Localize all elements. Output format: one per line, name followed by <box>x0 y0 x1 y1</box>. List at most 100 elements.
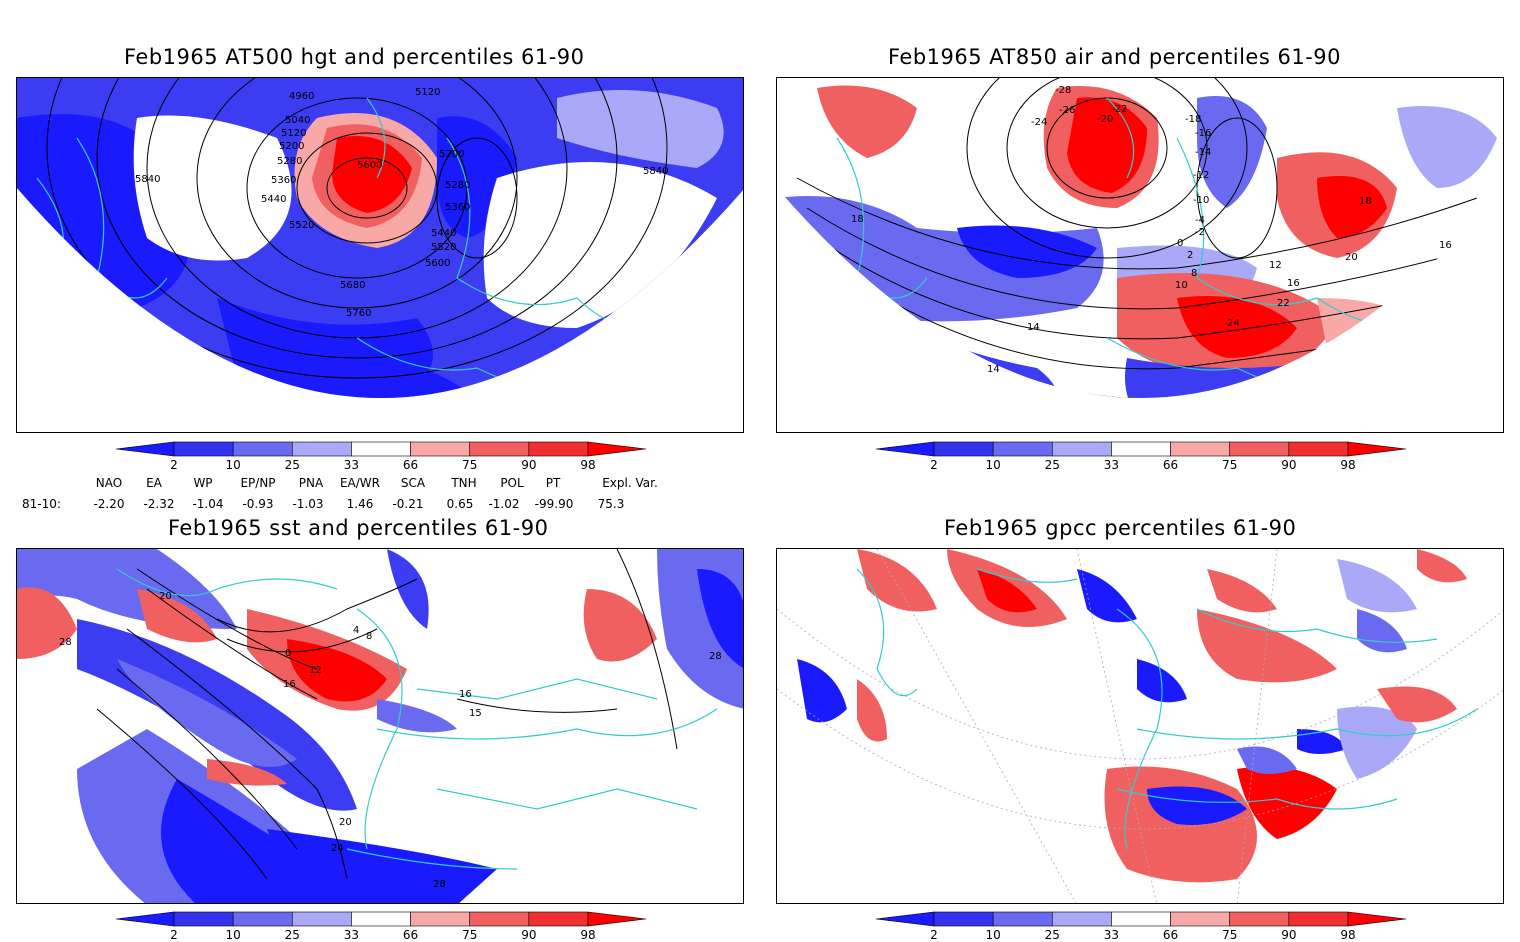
map-sst: 20 28 0 4 8 12 16 16 15 20 24 28 28 <box>16 548 744 904</box>
map-air850: -28 -26 -24 -22 -20 -18 -16 -14 -12 -10 … <box>776 77 1504 433</box>
index-value: -1.03 <box>292 497 324 511</box>
contour-label: 5520 <box>289 220 314 231</box>
map-hgt500-canvas: 4960 5040 5120 5200 5280 5360 5440 5520 … <box>17 78 743 398</box>
colorbar-swatch <box>528 911 589 927</box>
index-header: PNA <box>298 476 324 490</box>
contour-label: -18 <box>1185 114 1201 125</box>
contour-label: -16 <box>1195 128 1211 139</box>
contour-label: 5680 <box>340 280 365 291</box>
map-gpcc-canvas <box>777 549 1503 903</box>
contour-label: 22 <box>1277 298 1290 309</box>
indices-table: NAO EA WP EP/NP PNA EA/WR SCA TNH POL PT… <box>0 476 760 512</box>
contour-label: 5120 <box>281 128 306 139</box>
contour-label: 5520 <box>431 242 456 253</box>
contour-label: 5280 <box>445 180 470 191</box>
colorbar-swatches <box>115 911 647 927</box>
colorbar-label: 33 <box>343 458 360 472</box>
colorbar-swatch <box>1288 911 1349 927</box>
colorbar-swatch <box>173 911 234 927</box>
index-value: -0.21 <box>392 497 424 511</box>
map-hgt500: 4960 5040 5120 5200 5280 5360 5440 5520 … <box>16 77 744 433</box>
index-header: POL <box>500 476 524 490</box>
contour-label: 5040 <box>285 115 310 126</box>
contour-label: 8 <box>366 631 372 642</box>
colorbar-label: 75 <box>462 458 478 472</box>
colorbar-label: 66 <box>1162 928 1179 942</box>
colorbar-swatch <box>933 441 994 457</box>
colorbar-swatch <box>232 441 293 457</box>
colorbar-arrow-high <box>1347 441 1407 457</box>
contour-label: 16 <box>1439 240 1452 251</box>
colorbar-gpcc: 2 10 25 33 66 75 90 98 <box>875 910 1407 942</box>
colorbar-swatch <box>1288 441 1349 457</box>
colorbar-label: 98 <box>1340 458 1356 472</box>
index-header: TNH <box>451 476 477 490</box>
contour-label: 5360 <box>445 202 470 213</box>
index-value: 0.65 <box>446 497 474 511</box>
colorbar-label: 98 <box>580 458 596 472</box>
contour-label: 28 <box>433 879 446 890</box>
colorbar-label: 25 <box>284 928 300 942</box>
colorbar-air850: 2 10 25 33 66 75 90 98 <box>875 440 1407 476</box>
colorbar-swatches <box>875 441 1407 457</box>
index-value: -1.02 <box>488 497 520 511</box>
contour-label: 5440 <box>431 228 456 239</box>
index-value: 1.46 <box>346 497 374 511</box>
indices-row-label: 81-10: <box>22 497 61 511</box>
colorbar-label: 25 <box>1044 458 1060 472</box>
contour-label: 5840 <box>135 174 160 185</box>
contour-label: 14 <box>1027 322 1040 333</box>
index-value: -2.32 <box>143 497 175 511</box>
contour-label: -26 <box>1059 105 1075 116</box>
colorbar-swatch <box>1111 911 1171 927</box>
colorbar-label: 25 <box>1044 928 1060 942</box>
index-header: SCA <box>400 476 426 490</box>
colorbar-swatch <box>992 441 1053 457</box>
panel-title-hgt500: Feb1965 AT500 hgt and percentiles 61-90 <box>124 45 585 69</box>
colorbar-label: 33 <box>343 928 360 942</box>
contour-label: 5280 <box>277 156 302 167</box>
map-air850-canvas: -28 -26 -24 -22 -20 -18 -16 -14 -12 -10 … <box>777 78 1503 398</box>
colorbar-arrow-low <box>875 441 935 457</box>
colorbar-arrow-low <box>115 911 175 927</box>
contour-label: 15 <box>469 708 482 719</box>
contour-label: 20 <box>339 817 352 828</box>
contour-label: 16 <box>1287 278 1300 289</box>
colorbar-label: 90 <box>1281 928 1297 942</box>
colorbar-swatch <box>1229 911 1290 927</box>
contour-label: 5200 <box>439 149 464 160</box>
colorbar-swatch <box>1170 441 1231 457</box>
colorbar-swatch <box>1051 441 1112 457</box>
colorbar-arrow-high <box>587 911 647 927</box>
colorbar-arrow-high <box>587 441 647 457</box>
panel-title-air850: Feb1965 AT850 air and percentiles 61-90 <box>888 45 1341 69</box>
colorbar-label: 10 <box>225 928 241 942</box>
colorbar-label: 33 <box>1103 458 1120 472</box>
contour-label: 5120 <box>415 87 440 98</box>
colorbar-swatch <box>1170 911 1231 927</box>
colorbar-label: 75 <box>462 928 478 942</box>
colorbar-swatch <box>1051 911 1112 927</box>
map-gpcc <box>776 548 1504 904</box>
contour-label: 8 <box>1191 268 1197 279</box>
contour-label: 4 <box>353 625 359 636</box>
colorbar-label: 10 <box>225 458 241 472</box>
colorbar-swatch <box>291 441 352 457</box>
contour-label: 24 <box>331 843 344 854</box>
colorbar-swatches <box>115 441 647 457</box>
colorbar-label: 2 <box>930 458 938 472</box>
colorbar-label: 66 <box>402 928 419 942</box>
contour-label: 20 <box>159 591 172 602</box>
index-value: -0.93 <box>242 497 274 511</box>
colorbar-label: 2 <box>170 458 178 472</box>
colorbar-label: 98 <box>1340 928 1356 942</box>
colorbar-swatches <box>875 911 1407 927</box>
index-header: EP/NP <box>240 476 276 490</box>
colorbar-swatch <box>469 441 530 457</box>
index-value: -2.20 <box>93 497 125 511</box>
colorbar-label: 10 <box>985 928 1001 942</box>
colorbar-swatch <box>232 911 293 927</box>
colorbar-swatch <box>410 441 471 457</box>
colorbar-swatch <box>351 911 411 927</box>
index-header: WP <box>193 476 213 490</box>
